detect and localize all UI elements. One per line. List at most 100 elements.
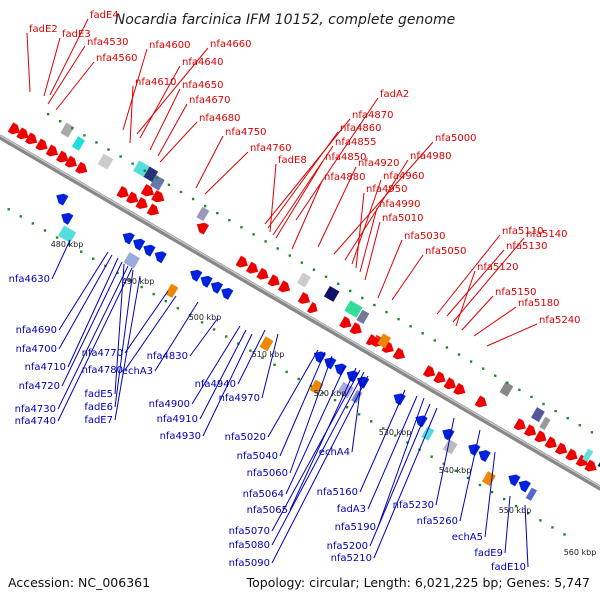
gene-callout[interactable]: nfa4880 xyxy=(291,172,365,250)
gene-callout[interactable]: nfa4560 xyxy=(55,53,137,111)
gene-callout[interactable]: nfa4640 xyxy=(139,57,223,139)
gene-callout[interactable]: nfa5110 xyxy=(436,226,543,315)
gene-callout[interactable]: nfa4950 xyxy=(355,184,407,269)
gene-label[interactable]: nfa5040 xyxy=(237,451,278,462)
gene-callout[interactable]: echA3 xyxy=(122,301,199,377)
gene-callout[interactable]: nfa5065 xyxy=(247,367,357,516)
gene-callout[interactable]: nfa4910 xyxy=(157,329,247,425)
gene-callout[interactable]: nfa5150 xyxy=(461,287,536,331)
gene-callout[interactable]: nfa4920 xyxy=(317,158,399,248)
gene-label[interactable]: nfa4780 xyxy=(82,365,123,376)
gene-callout[interactable]: nfa4710 xyxy=(25,257,119,373)
gene-callout[interactable]: fadE7 xyxy=(84,275,141,426)
gene-label[interactable]: nfa4870 xyxy=(352,110,393,121)
gene-label[interactable]: fadE4 xyxy=(90,10,119,21)
gene-callout[interactable]: nfa5080 xyxy=(229,371,365,551)
gene-label[interactable]: fadE6 xyxy=(84,402,113,413)
gene-label[interactable]: nfa5070 xyxy=(229,526,270,537)
gene-callout[interactable]: nfa4660 xyxy=(136,39,251,135)
gene-label[interactable]: fadE3 xyxy=(62,29,91,40)
gene-callout[interactable]: nfa5260 xyxy=(417,429,481,527)
gene-label[interactable]: nfa4530 xyxy=(87,37,128,48)
gene-callout[interactable]: nfa5090 xyxy=(229,375,369,569)
gene-callout[interactable]: nfa4855 xyxy=(272,137,376,236)
gene-callout[interactable]: fadE6 xyxy=(84,269,134,413)
gene-label[interactable]: nfa4740 xyxy=(15,416,56,427)
gene-callout[interactable]: nfa5130 xyxy=(446,241,547,317)
gene-callout[interactable]: nfa5190 xyxy=(335,397,425,533)
gene-label[interactable]: nfa5190 xyxy=(335,522,376,533)
gene-callout[interactable]: fadA3 xyxy=(337,395,418,515)
gene-callout[interactable]: echA4 xyxy=(319,375,363,458)
gene-callout[interactable]: nfa5120 xyxy=(455,262,518,327)
gene-label[interactable]: nfa4920 xyxy=(358,158,399,169)
gene-callout[interactable]: nfa4630 xyxy=(9,239,71,285)
gene-label[interactable]: nfa4970 xyxy=(219,393,260,404)
gene-label[interactable]: nfa4660 xyxy=(210,39,251,50)
gene-label[interactable]: nfa5010 xyxy=(382,213,423,224)
gene-callout[interactable]: nfa5210 xyxy=(331,407,438,564)
gene-label[interactable]: nfa5110 xyxy=(502,226,543,237)
gene-callout[interactable]: echA5 xyxy=(452,451,496,543)
gene-callout[interactable]: nfa5180 xyxy=(473,298,559,337)
gene-callout[interactable]: nfa4680 xyxy=(159,113,240,163)
gene-label[interactable]: fadE9 xyxy=(474,548,503,559)
gene-label[interactable]: nfa4855 xyxy=(335,137,376,148)
gene-label[interactable]: nfa5210 xyxy=(331,553,372,564)
gene-label[interactable]: nfa4690 xyxy=(16,325,57,336)
gene-label[interactable]: fadA3 xyxy=(337,504,366,515)
gene-callout[interactable]: nfa5030 xyxy=(377,231,445,299)
gene-callout[interactable]: fadE10 xyxy=(491,504,529,573)
gene-callout[interactable]: nfa4940 xyxy=(195,329,266,390)
gene-label[interactable]: nfa5050 xyxy=(425,246,466,257)
gene-label[interactable]: nfa4760 xyxy=(250,143,291,154)
gene-label[interactable]: nfa4850 xyxy=(325,152,366,163)
gene-callout[interactable]: nfa5050 xyxy=(391,246,466,301)
gene-label[interactable]: nfa4950 xyxy=(366,184,407,195)
gene-label[interactable]: nfa4650 xyxy=(182,80,223,91)
gene-label[interactable]: nfa4930 xyxy=(160,431,201,442)
gene-label[interactable]: nfa4640 xyxy=(182,57,223,68)
gene-label[interactable]: fadE7 xyxy=(84,415,113,426)
gene-callout[interactable]: nfa4770 xyxy=(82,290,169,359)
gene-callout[interactable]: nfa4670 xyxy=(157,95,230,157)
gene-callout[interactable]: nfa4760 xyxy=(204,143,291,195)
gene-label[interactable]: nfa5150 xyxy=(495,287,536,298)
gene-label[interactable]: nfa4750 xyxy=(225,127,266,138)
gene-callout[interactable]: fadA2 xyxy=(295,89,409,221)
gene-label[interactable]: nfa4560 xyxy=(96,53,137,64)
gene-callout[interactable]: nfa5200 xyxy=(327,403,431,552)
gene-label[interactable]: nfa5160 xyxy=(317,487,358,498)
gene-callout[interactable]: nfa4740 xyxy=(15,267,133,427)
gene-callout[interactable]: nfa4990 xyxy=(359,199,420,273)
gene-callout[interactable]: nfa4720 xyxy=(19,261,123,392)
gene-callout[interactable]: nfa4850 xyxy=(275,152,366,239)
gene-label[interactable]: nfa4980 xyxy=(410,151,451,162)
gene-label[interactable]: nfa5180 xyxy=(518,298,559,309)
gene-callout[interactable]: nfa5010 xyxy=(364,213,423,281)
gene-callout[interactable]: nfa4650 xyxy=(149,80,223,151)
gene-callout[interactable]: nfa4900 xyxy=(149,325,241,410)
gene-label[interactable]: echA3 xyxy=(122,366,153,377)
gene-label[interactable]: nfa5080 xyxy=(229,540,270,551)
gene-label[interactable]: nfa4960 xyxy=(383,171,424,182)
gene-label[interactable]: fadE10 xyxy=(491,562,526,573)
gene-callout[interactable]: fadE9 xyxy=(474,495,511,559)
gene-callout[interactable]: nfa4730 xyxy=(15,265,129,415)
gene-label[interactable]: nfa4720 xyxy=(19,381,60,392)
gene-callout[interactable]: nfa4530 xyxy=(47,37,128,105)
gene-label[interactable]: nfa4730 xyxy=(15,404,56,415)
gene-label[interactable]: nfa4860 xyxy=(340,123,381,134)
gene-label[interactable]: nfa4630 xyxy=(9,274,50,285)
gene-label[interactable]: nfa4900 xyxy=(149,399,190,410)
gene-callout[interactable]: fadE8 xyxy=(269,155,307,233)
gene-label[interactable]: nfa5130 xyxy=(506,241,547,252)
gene-callout[interactable]: nfa5240 xyxy=(486,315,580,347)
gene-callout[interactable]: nfa4600 xyxy=(122,40,190,131)
gene-callout[interactable]: nfa4830 xyxy=(147,317,219,362)
gene-callout[interactable]: nfa4930 xyxy=(160,333,253,442)
gene-label[interactable]: nfa4700 xyxy=(16,344,57,355)
gene-callout[interactable]: nfa5020 xyxy=(225,349,319,443)
gene-label[interactable]: nfa4910 xyxy=(157,414,198,425)
gene-label[interactable]: nfa4990 xyxy=(379,199,420,210)
